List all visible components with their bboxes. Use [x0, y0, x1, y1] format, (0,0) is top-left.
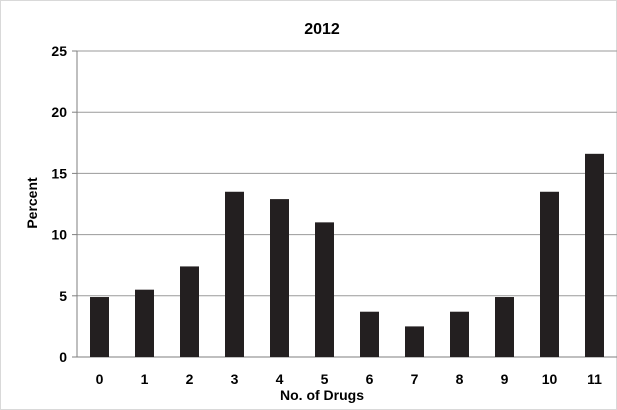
x-tick-label: 0	[96, 371, 104, 387]
bar-7	[405, 326, 424, 357]
bar-5	[315, 222, 334, 357]
x-tick-label: 5	[321, 371, 329, 387]
x-tick-label: 2	[186, 371, 194, 387]
bar-2	[180, 266, 199, 357]
x-tick-label: 1	[141, 371, 149, 387]
y-tick-label: 25	[51, 43, 67, 59]
bar-9	[495, 297, 514, 357]
x-tick-label: 7	[411, 371, 419, 387]
x-tick-label: 10	[542, 371, 558, 387]
x-tick-label: 9	[501, 371, 509, 387]
bar-11	[585, 153, 604, 357]
y-tick-label: 5	[59, 288, 67, 304]
bar-1	[135, 289, 154, 357]
chart-title: 2012	[304, 21, 340, 38]
y-tick-label: 20	[51, 104, 67, 120]
x-tick-label: 11	[587, 371, 602, 387]
bar-6	[360, 311, 379, 357]
x-tick-label: 4	[276, 371, 284, 387]
y-tick-label: 10	[51, 227, 67, 243]
x-tick-label: 8	[456, 371, 464, 387]
bar-10	[540, 191, 559, 357]
bar-8	[450, 311, 469, 357]
x-tick-label: 6	[366, 371, 374, 387]
x-axis-label: No. of Drugs	[280, 387, 364, 403]
bar-4	[270, 199, 289, 357]
y-axis-label: Percent	[24, 177, 40, 229]
y-tick-label: 0	[59, 349, 67, 365]
x-tick-label: 3	[231, 371, 239, 387]
bar-0	[90, 297, 109, 357]
bar-3	[225, 191, 244, 357]
y-tick-label: 15	[51, 165, 67, 181]
